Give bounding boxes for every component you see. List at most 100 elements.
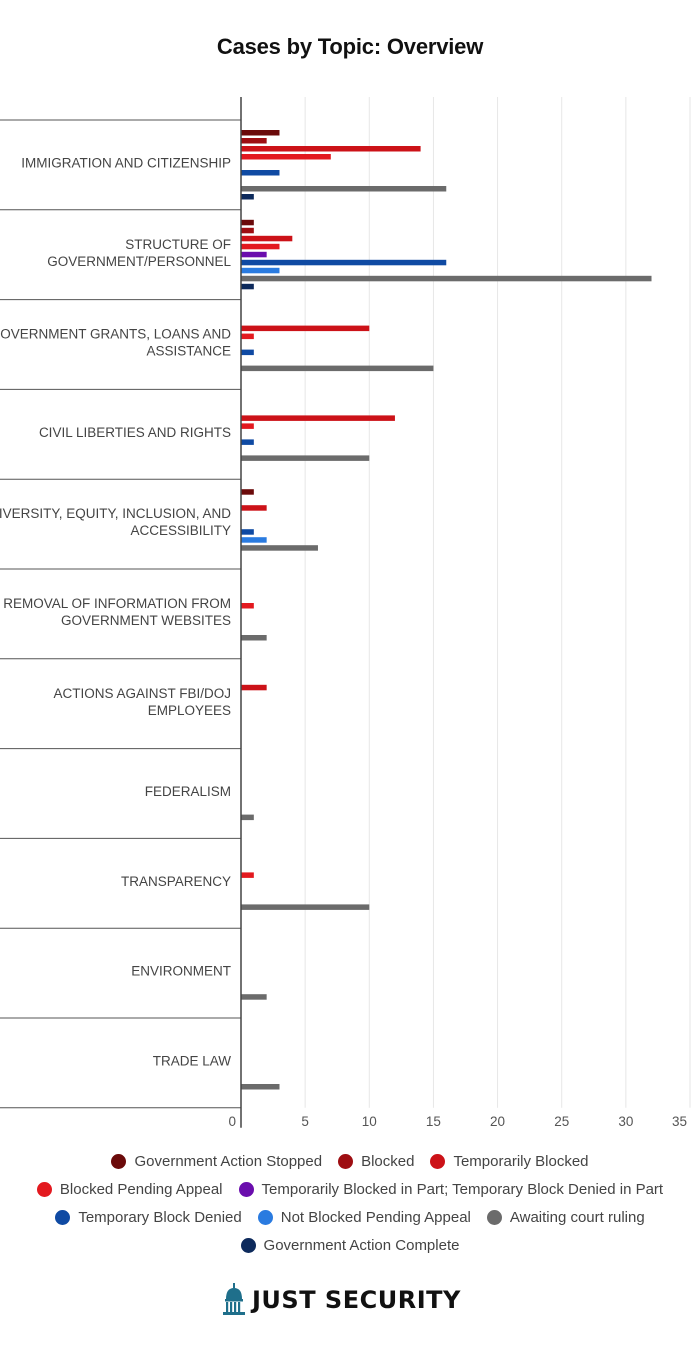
bar — [241, 235, 293, 242]
category-label: REMOVAL OF INFORMATION FROM — [3, 596, 231, 611]
legend-swatch — [240, 1237, 256, 1253]
legend-swatch — [111, 1153, 127, 1169]
logo: JUST SECURITY — [222, 1282, 461, 1318]
x-tick-label: 0 — [228, 1114, 236, 1129]
legend-item: Government Action Stopped — [111, 1153, 322, 1170]
legend-label: Not Blocked Pending Appeal — [280, 1208, 471, 1226]
bar — [241, 283, 254, 290]
bar — [241, 325, 370, 332]
legend-swatch — [36, 1181, 52, 1197]
capitol-dome-icon — [223, 1283, 245, 1315]
category-label: TRADE LAW — [153, 1053, 232, 1068]
legend-swatch — [257, 1209, 273, 1225]
x-tick-label: 30 — [618, 1114, 633, 1129]
bar — [241, 365, 434, 372]
legend-label: Blocked Pending Appeal — [59, 1180, 223, 1198]
bar — [241, 415, 395, 421]
bar — [241, 251, 267, 258]
category-label: GOVERNMENT GRANTS, LOANS AND — [0, 327, 231, 342]
bar — [241, 423, 254, 429]
x-tick-label: 5 — [301, 1114, 309, 1129]
bar — [241, 243, 280, 250]
legend-item: Temporarily Blocked — [430, 1152, 589, 1170]
bar — [241, 219, 254, 226]
legend-swatch — [430, 1153, 446, 1169]
legend-label: Temporary Block Denied — [78, 1208, 242, 1226]
legend-item: Not Blocked Pending Appeal — [257, 1208, 471, 1226]
bar — [241, 227, 254, 234]
category-label: FEDERALISM — [145, 784, 231, 799]
bar — [241, 994, 267, 1000]
bar — [241, 1084, 280, 1090]
chart-plot: IMMIGRATION AND CITIZENSHIP STRUCTURE OF G… — [0, 97, 691, 1129]
bar — [241, 635, 267, 641]
bar — [241, 684, 267, 691]
bar — [241, 872, 254, 878]
grid-lines — [304, 97, 691, 1108]
category-label: GOVERNMENT WEBSITES — [61, 613, 231, 628]
bars — [241, 130, 652, 1090]
legend-swatch — [338, 1153, 354, 1169]
bar — [241, 904, 370, 910]
legend: Government Action Stopped Blocked Temporar… — [0, 1147, 700, 1259]
legend-item: Government Action Complete — [240, 1236, 460, 1254]
bar — [241, 138, 267, 144]
bar — [241, 349, 254, 356]
legend-item: Awaiting court ruling — [486, 1208, 645, 1226]
bar — [241, 275, 652, 282]
x-tick-label: 15 — [426, 1114, 441, 1129]
legend-row: Temporary Block Denied Not Blocked Pendin… — [0, 1203, 700, 1231]
category-label: DIVERSITY, EQUITY, INCLUSION, AND — [0, 506, 231, 521]
legend-item: Blocked — [338, 1153, 414, 1170]
legend-row: Government Action Complete — [0, 1231, 700, 1259]
category-labels: IMMIGRATION AND CITIZENSHIP STRUCTURE OF G… — [0, 155, 231, 1068]
legend-label: Blocked — [361, 1152, 415, 1170]
legend-swatch — [238, 1181, 254, 1197]
bar — [241, 259, 447, 266]
legend-row: Blocked Pending Appeal Temporarily Blocke… — [0, 1175, 700, 1203]
category-separators — [0, 119, 241, 1109]
category-label: ACTIONS AGAINST FBI/DOJ — [53, 686, 231, 701]
x-tick-label: 35 — [672, 1114, 687, 1129]
category-label: ASSISTANCE — [146, 344, 231, 359]
bar — [241, 603, 254, 609]
legend-item: Blocked Pending Appeal — [36, 1180, 223, 1198]
legend-swatch — [55, 1209, 71, 1225]
logo-text: JUST SECURITY — [252, 1286, 461, 1314]
bar — [241, 333, 254, 340]
category-label: ACCESSIBILITY — [130, 523, 231, 538]
legend-label: Government Action Stopped — [134, 1152, 323, 1170]
category-label: IMMIGRATION AND CITIZENSHIP — [21, 155, 231, 170]
category-label: TRANSPARENCY — [121, 874, 231, 889]
bar — [241, 529, 254, 535]
bar — [241, 545, 318, 551]
legend-row: Government Action Stopped Blocked Temporar… — [0, 1147, 700, 1175]
bar — [241, 154, 331, 160]
category-label: GOVERNMENT/PERSONNEL — [47, 254, 231, 269]
legend-label: Temporarily Blocked in Part; Temporary B… — [261, 1180, 664, 1198]
x-tick-label: 25 — [554, 1114, 569, 1129]
legend-label: Awaiting court ruling — [509, 1208, 645, 1226]
legend-label: Temporarily Blocked — [453, 1152, 589, 1170]
bar — [241, 537, 267, 543]
chart-title: Cases by Topic: Overview — [216, 34, 484, 59]
category-label: CIVIL LIBERTIES AND RIGHTS — [39, 425, 231, 440]
bar — [241, 439, 254, 445]
bar — [241, 186, 447, 192]
bar — [241, 130, 280, 136]
category-label: ENVIRONMENT — [131, 964, 231, 979]
legend-label: Government Action Complete — [263, 1236, 460, 1254]
category-label: EMPLOYEES — [148, 703, 231, 718]
bar — [241, 455, 370, 461]
category-label: STRUCTURE OF — [125, 237, 231, 252]
x-axis-ticks: 0 5 10 15 20 25 30 35 — [228, 1114, 687, 1129]
bar — [241, 267, 280, 274]
bar — [241, 170, 280, 176]
x-tick-label: 20 — [490, 1114, 505, 1129]
bar — [241, 194, 254, 200]
x-tick-label: 10 — [362, 1114, 377, 1129]
legend-item: Temporarily Blocked in Part; Temporary B… — [238, 1180, 664, 1198]
legend-item: Temporary Block Denied — [55, 1208, 242, 1226]
bar — [241, 505, 267, 511]
bar — [241, 146, 421, 152]
